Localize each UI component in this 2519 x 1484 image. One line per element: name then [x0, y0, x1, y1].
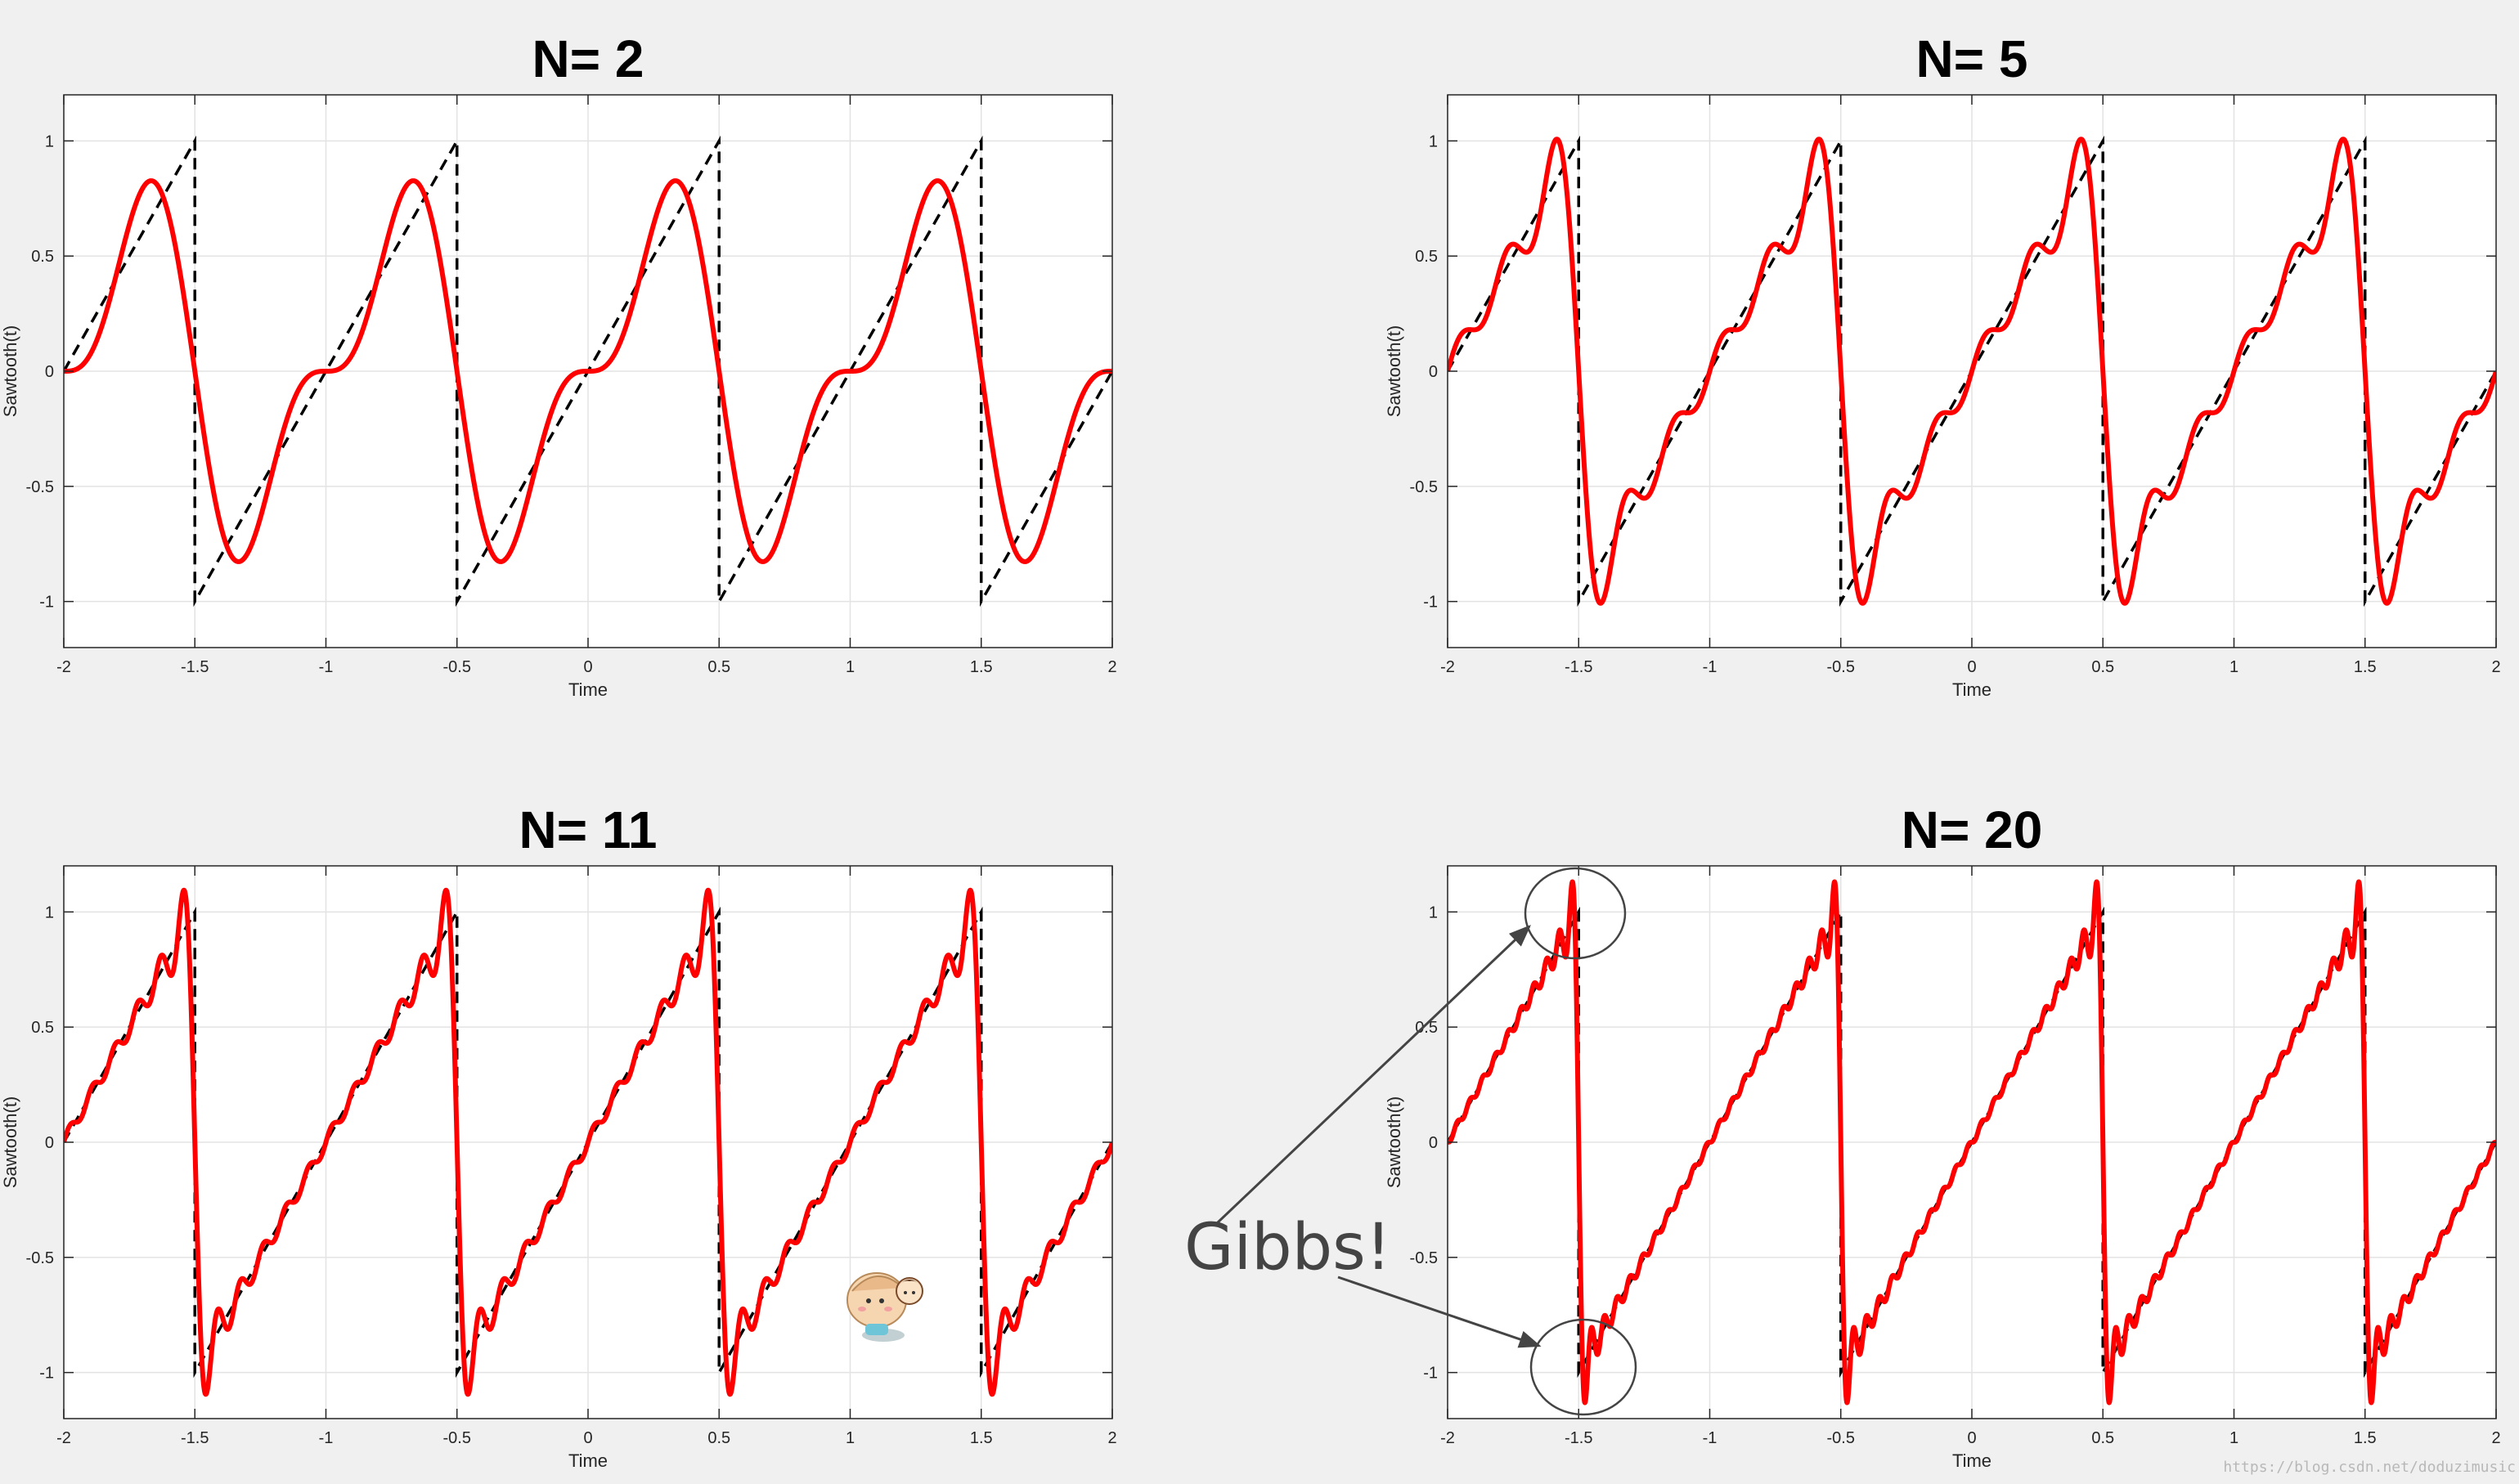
subplot-2: N= 5 -2 -1.5 -1 -0.5 0 0.5 1 1.5 2 Time -1 -0.5 0 0.5 1…: [1384, 29, 2501, 700]
x-tick-label: -0.5: [443, 1429, 471, 1447]
x-tick-label: -1.5: [181, 658, 209, 676]
x-tick-label: 0.5: [2091, 1429, 2114, 1447]
x-tick-label: -1: [1703, 1429, 1718, 1447]
y-axis-label: Sawtooth(t): [0, 1096, 20, 1189]
fourier-approximation-line: [1448, 137, 2496, 606]
y-tick-label: -1: [39, 594, 54, 612]
x-tick-label: 1.5: [970, 1429, 993, 1447]
x-tick-label: 0.5: [707, 1429, 730, 1447]
y-axis-label: Sawtooth(t): [0, 325, 20, 418]
y-tick-label: 0.5: [1415, 1019, 1438, 1037]
y-tick-label: -0.5: [1410, 478, 1438, 496]
x-tick-label: 1.5: [970, 658, 993, 676]
fourier-approximation-line: [64, 887, 1112, 1397]
subplot-title: N= 2: [532, 29, 644, 88]
x-tick-label: -2: [1440, 1429, 1455, 1447]
y-tick-label: -0.5: [26, 1249, 54, 1267]
x-tick-label: 2: [1107, 658, 1116, 676]
subplot-4: N= 20 -2 -1.5 -1 -0.5 0 0.5 1 1.5 2 Time -1 -0.5 0 0.5…: [1384, 800, 2501, 1471]
x-axis: -2 -1.5 -1 -0.5 0 0.5 1 1.5 2 Time: [1440, 95, 2501, 700]
x-tick-label: -0.5: [1827, 658, 1855, 676]
x-tick-label: 1: [846, 658, 855, 676]
x-axis-label: Time: [1952, 679, 1991, 700]
watermark: https://blog.csdn.net/doduzimusic: [2223, 1459, 2516, 1476]
gibbs-annotation: Gibbs!: [1184, 867, 1637, 1416]
y-tick-label: 0: [1429, 363, 1438, 381]
x-tick-label: -2: [56, 1429, 71, 1447]
y-axis: -1 -0.5 0 0.5 1 Sawtooth(t): [1384, 132, 2496, 612]
y-tick-label: 0: [45, 1134, 54, 1152]
y-tick-label: -0.5: [1410, 1249, 1438, 1267]
subplot-3: N= 11 -2 -1.5 -1 -0.5 0 0.5 1 1.5 2 Time -1 -0.5 0 0.5…: [0, 800, 1117, 1471]
y-tick-label: -0.5: [26, 478, 54, 496]
y-tick-label: 0.5: [31, 248, 54, 266]
y-tick-label: -1: [1423, 1365, 1438, 1383]
y-tick-label: -1: [1423, 594, 1438, 612]
x-tick-label: 0.5: [2091, 658, 2114, 676]
gibbs-overshoot-circle: [1524, 867, 1627, 960]
subplot-title: N= 20: [1902, 800, 2043, 859]
x-tick-label: 1: [846, 1429, 855, 1447]
x-tick-label: 0: [1967, 658, 1976, 676]
y-tick-label: 1: [1429, 132, 1438, 150]
x-tick-label: -1.5: [1565, 1429, 1592, 1447]
y-tick-label: 1: [1429, 903, 1438, 921]
x-tick-label: 2: [2491, 658, 2500, 676]
x-axis-label: Time: [1952, 1450, 1991, 1471]
gibbs-label: Gibbs!: [1184, 1211, 1391, 1284]
x-tick-label: -1: [319, 658, 334, 676]
y-tick-label: 0: [45, 363, 54, 381]
x-axis: -2 -1.5 -1 -0.5 0 0.5 1 1.5 2 Time: [56, 866, 1117, 1471]
x-tick-label: -1: [319, 1429, 334, 1447]
x-tick-label: 0.5: [707, 658, 730, 676]
x-tick-label: 0: [583, 1429, 592, 1447]
y-tick-label: 1: [45, 903, 54, 921]
y-axis-label: Sawtooth(t): [1384, 1096, 1404, 1189]
x-axis: -2 -1.5 -1 -0.5 0 0.5 1 1.5 2 Time: [56, 95, 1117, 700]
subplot-title: N= 11: [519, 800, 657, 859]
y-axis: -1 -0.5 0 0.5 1 Sawtooth(t): [0, 132, 1112, 612]
y-tick-label: 1: [45, 132, 54, 150]
x-tick-label: 1.5: [2354, 1429, 2377, 1447]
fourier-approximation-line: [1448, 879, 2496, 1406]
y-tick-label: 0.5: [1415, 248, 1438, 266]
y-axis: -1 -0.5 0 0.5 1 Sawtooth(t): [0, 903, 1112, 1383]
y-axis-label: Sawtooth(t): [1384, 325, 1404, 418]
x-tick-label: 1.5: [2354, 658, 2377, 676]
x-tick-label: -1: [1703, 658, 1718, 676]
gibbs-arrow-to-undershoot: [1337, 1276, 1542, 1348]
x-tick-label: 2: [1107, 1429, 1116, 1447]
x-tick-label: -2: [56, 658, 71, 676]
x-tick-label: -2: [1440, 658, 1455, 676]
x-tick-label: -1.5: [181, 1429, 209, 1447]
y-axis: -1 -0.5 0 0.5 1 Sawtooth(t): [1384, 903, 2496, 1383]
x-axis: -2 -1.5 -1 -0.5 0 0.5 1 1.5 2 Time: [1440, 866, 2501, 1471]
x-tick-label: -0.5: [1827, 1429, 1855, 1447]
x-tick-label: -0.5: [443, 658, 471, 676]
y-tick-label: 0: [1429, 1134, 1438, 1152]
subplot-title: N= 5: [1916, 29, 2028, 88]
y-tick-label: 0.5: [31, 1019, 54, 1037]
x-axis-label: Time: [568, 679, 608, 700]
x-axis-label: Time: [568, 1450, 608, 1471]
x-tick-label: 1: [2229, 658, 2238, 676]
gibbs-undershoot-circle: [1529, 1318, 1637, 1416]
x-tick-label: 0: [1967, 1429, 1976, 1447]
x-tick-label: 1: [2229, 1429, 2238, 1447]
x-tick-label: 2: [2491, 1429, 2500, 1447]
fourier-approximation-line: [64, 178, 1112, 564]
y-tick-label: -1: [39, 1365, 54, 1383]
x-tick-label: 0: [583, 658, 592, 676]
gibbs-arrow-to-overshoot: [1215, 925, 1531, 1225]
x-tick-label: -1.5: [1565, 658, 1592, 676]
cartoon-sticker-icon: [846, 1272, 923, 1342]
subplot-1: N= 2 -2 -1.5 -1 -0.5 0 0.5 1 1.5 2 Time -1 -0.5 0 0.5 1…: [0, 29, 1117, 700]
